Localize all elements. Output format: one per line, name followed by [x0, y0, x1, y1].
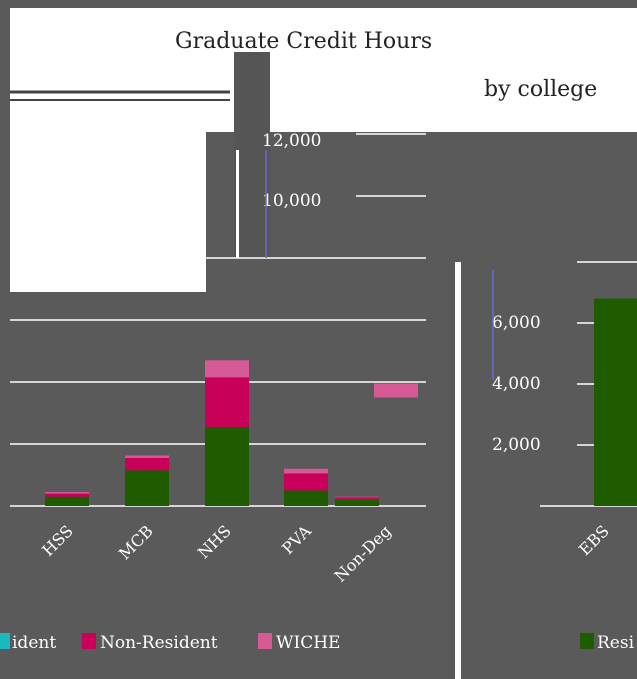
- legend-swatch-resident: [580, 633, 594, 649]
- ytick-label: 10,000: [262, 191, 321, 211]
- bar-non-deg-resident: [335, 500, 379, 506]
- bar-hss-resident: [45, 497, 89, 506]
- category-label: MCB: [115, 521, 157, 563]
- ytick-label: 12,000: [262, 131, 321, 151]
- category-label: NHS: [194, 521, 235, 562]
- bar-hss-wiche: [45, 492, 89, 494]
- category-label: EBS: [575, 521, 613, 559]
- header-left-block: [10, 132, 206, 292]
- legend-label-non-resident: Non-Resident: [100, 633, 218, 653]
- bar-pva-resident: [284, 491, 328, 507]
- legend-label-wiche: WICHE: [276, 633, 340, 653]
- bar-nhs-non-resident: [205, 377, 249, 427]
- bar-mcb-resident: [125, 470, 169, 506]
- chart-separator: [455, 262, 461, 679]
- chart-subtitle: by college: [484, 77, 597, 102]
- bar-pva-non-resident: [284, 473, 328, 490]
- ytick-label: 4,000: [492, 374, 541, 394]
- right-bars: [594, 299, 637, 506]
- bar-mcb-wiche: [125, 455, 169, 457]
- bar-pva-wiche: [284, 469, 328, 474]
- chart-title: Graduate Credit Hours: [175, 29, 432, 54]
- category-label: PVA: [278, 521, 315, 558]
- left-category-labels: HSS MCB NHS PVA Non-Deg: [38, 521, 395, 586]
- legend-swatch-non-resident: [82, 633, 96, 649]
- right-category-labels: EBS: [575, 521, 613, 559]
- bar-non-deg-non-resident: [335, 497, 379, 499]
- legend-label-resident: ident: [12, 633, 56, 653]
- legend-swatch-cyan: [0, 633, 10, 649]
- bar-nhs-resident: [205, 427, 249, 506]
- bar-hss-non-resident: [45, 494, 89, 497]
- legend-label-resident-right: Resi: [597, 633, 635, 653]
- bar-nhs-wiche: [205, 360, 249, 377]
- bar-ebs-resident: [594, 299, 637, 506]
- bar-extra-wiche: [374, 384, 418, 398]
- legend-swatch-wiche: [258, 633, 272, 649]
- bar-mcb-non-resident: [125, 458, 169, 470]
- bar-non-deg-wiche: [335, 497, 379, 498]
- header-divider: [234, 52, 270, 258]
- header-divider-light: [236, 150, 239, 258]
- ytick-label: 6,000: [492, 313, 541, 333]
- category-label: HSS: [38, 521, 77, 560]
- header-panel: [10, 8, 637, 132]
- category-label: Non-Deg: [331, 521, 395, 585]
- ytick-label: 2,000: [492, 435, 541, 455]
